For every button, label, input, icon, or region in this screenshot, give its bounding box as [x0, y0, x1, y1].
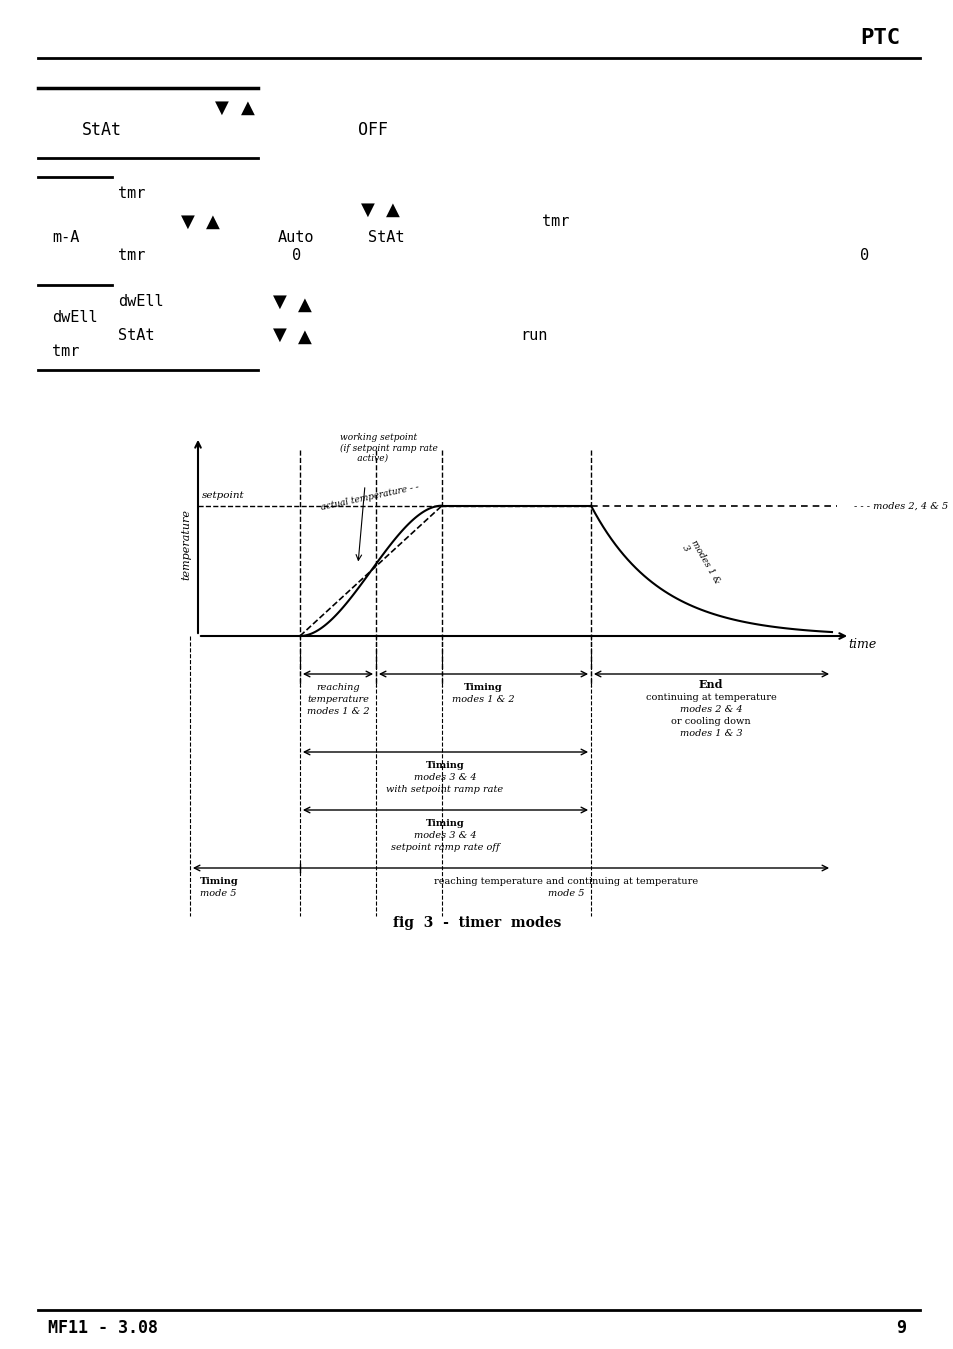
Text: reaching: reaching — [315, 684, 359, 692]
Text: StAt: StAt — [118, 328, 154, 343]
Text: modes 1 & 2: modes 1 & 2 — [306, 707, 369, 716]
Text: Timing: Timing — [425, 761, 464, 770]
Text: temperature: temperature — [181, 510, 191, 580]
Text: or cooling down: or cooling down — [671, 718, 750, 727]
Text: setpoint ramp rate off: setpoint ramp rate off — [391, 843, 498, 853]
Text: fig  3  -  timer  modes: fig 3 - timer modes — [393, 916, 560, 929]
Text: ▲: ▲ — [206, 213, 220, 231]
Text: actual temperature - -: actual temperature - - — [319, 483, 419, 513]
Text: Timing: Timing — [425, 819, 464, 828]
Text: time: time — [847, 638, 875, 650]
Text: reaching temperature and continuing at temperature: reaching temperature and continuing at t… — [434, 877, 698, 886]
Text: working setpoint
(if setpoint ramp rate
      active): working setpoint (if setpoint ramp rate … — [339, 433, 437, 463]
Text: StAt: StAt — [368, 231, 404, 246]
Text: ▼: ▼ — [214, 98, 229, 117]
Text: ▲: ▲ — [241, 98, 254, 117]
Text: PTC: PTC — [859, 28, 899, 49]
Text: tmr: tmr — [118, 247, 145, 263]
Text: ▼: ▼ — [181, 213, 194, 231]
Text: ▼: ▼ — [273, 293, 287, 312]
Text: setpoint: setpoint — [202, 491, 244, 499]
Text: End: End — [698, 679, 722, 689]
Text: Auto: Auto — [277, 231, 314, 246]
Text: temperature: temperature — [307, 696, 369, 704]
Text: tmr: tmr — [118, 186, 145, 201]
Text: mode 5: mode 5 — [200, 889, 236, 898]
Text: dwEll: dwEll — [118, 294, 164, 309]
Text: MF11 - 3.08: MF11 - 3.08 — [48, 1319, 158, 1337]
Text: modes 1 &
3: modes 1 & 3 — [679, 538, 721, 591]
Text: modes 2 & 4: modes 2 & 4 — [679, 706, 741, 715]
Text: m-A: m-A — [52, 231, 79, 246]
Text: dwEll: dwEll — [52, 310, 97, 325]
Text: 0: 0 — [292, 247, 301, 263]
Text: ▲: ▲ — [297, 295, 312, 314]
Text: with setpoint ramp rate: with setpoint ramp rate — [386, 785, 503, 795]
Text: ▼: ▼ — [273, 326, 287, 344]
Text: modes 3 & 4: modes 3 & 4 — [414, 831, 476, 840]
Text: OFF: OFF — [357, 121, 388, 139]
Text: run: run — [519, 328, 547, 343]
Text: Timing: Timing — [200, 877, 238, 886]
Text: modes 3 & 4: modes 3 & 4 — [414, 773, 476, 782]
Text: 9: 9 — [895, 1319, 905, 1337]
Text: mode 5: mode 5 — [547, 889, 583, 898]
Text: modes 1 & 2: modes 1 & 2 — [451, 696, 514, 704]
Text: ▲: ▲ — [386, 201, 399, 219]
Text: tmr: tmr — [541, 214, 569, 229]
Text: modes 1 & 3: modes 1 & 3 — [679, 730, 741, 738]
Text: tmr: tmr — [52, 344, 79, 359]
Text: StAt: StAt — [82, 121, 122, 139]
Text: 0: 0 — [859, 247, 868, 263]
Text: ▼: ▼ — [360, 201, 375, 219]
Text: continuing at temperature: continuing at temperature — [645, 693, 776, 703]
Text: Timing: Timing — [463, 684, 502, 692]
Text: ▲: ▲ — [297, 328, 312, 345]
Text: - - - modes 2, 4 & 5: - - - modes 2, 4 & 5 — [853, 502, 947, 510]
